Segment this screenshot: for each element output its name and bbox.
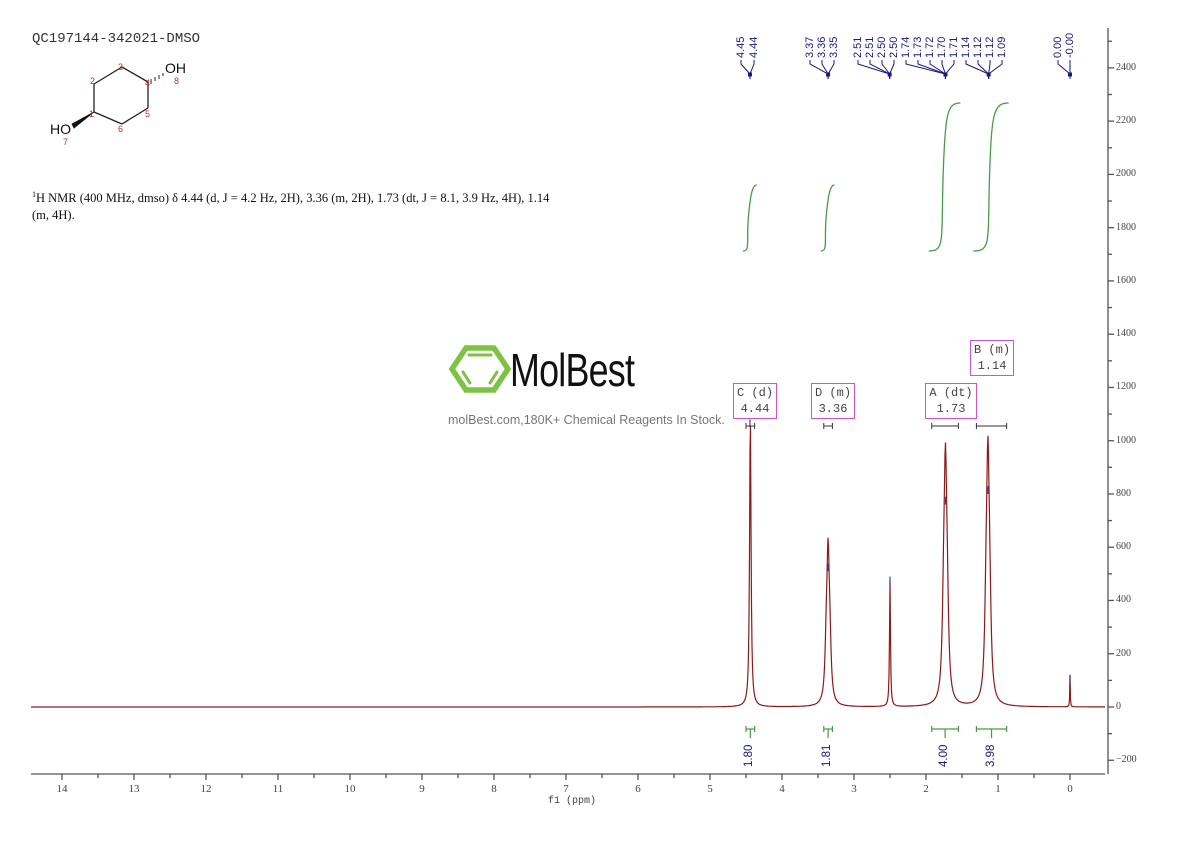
y-tick-label: 2400 — [1116, 61, 1136, 73]
peak-shift-label: 0.00 — [1052, 36, 1064, 58]
peak-shift-label: 1.70 — [936, 36, 948, 58]
x-tick-label: 5 — [707, 783, 713, 795]
y-tick-label: 2000 — [1116, 168, 1136, 180]
atom-numbers: 1 2 3 4 5 6 7 8 — [63, 62, 179, 147]
x-axis — [31, 773, 1105, 780]
spectrum-trace — [31, 426, 1105, 708]
y-tick-label: 400 — [1116, 594, 1131, 606]
peak-shift-label: 4.44 — [748, 36, 760, 58]
integral-value-label: 3.98 — [984, 744, 997, 767]
peak-shift-label: 2.51 — [852, 36, 864, 58]
oh-top-label: OH — [165, 60, 186, 76]
x-tick-label: 3 — [851, 783, 857, 795]
peak-shift-label: 2.50 — [876, 36, 888, 58]
x-tick-label: 12 — [200, 783, 212, 795]
y-tick-label: 1800 — [1116, 221, 1136, 233]
multiplet-box-b: B (m) 1.14 — [970, 340, 1014, 376]
x-tick-label: 10 — [344, 783, 356, 795]
peak-shift-label: 4.45 — [735, 36, 747, 58]
integral-value-label: 1.80 — [743, 744, 756, 767]
peak-shift-label: 1.73 — [912, 36, 924, 58]
x-tick-label: 0 — [1067, 783, 1073, 795]
watermark-tagline: molBest.com,180K+ Chemical Reagents In S… — [448, 413, 725, 427]
integral-value-label: 4.00 — [938, 744, 951, 767]
peak-shift-label: 1.12 — [984, 36, 996, 58]
multiplet-box-c: C (d) 4.44 — [733, 383, 777, 419]
sample-id-title: QC197144-342021-DMSO — [32, 31, 201, 47]
svg-text:8: 8 — [174, 76, 179, 86]
x-tick-label: 1 — [995, 783, 1001, 795]
x-tick-label: 4 — [779, 783, 785, 795]
molbest-logo-icon — [448, 345, 512, 393]
multiplet-range-brackets — [745, 423, 1008, 429]
oh-bottom-label: HO — [50, 121, 71, 137]
nmr-description: 1H NMR (400 MHz, dmso) δ 4.44 (d, J = 4.… — [32, 186, 612, 224]
peak-top-markers — [749, 419, 1071, 684]
peak-shift-label: 2.50 — [888, 36, 900, 58]
peak-shift-label: 3.35 — [828, 36, 840, 58]
peak-shift-label: 1.72 — [924, 36, 936, 58]
y-tick-label: 1400 — [1116, 328, 1136, 340]
description-line-2: (m, 4H). — [32, 208, 75, 223]
svg-text:2: 2 — [90, 76, 95, 86]
y-tick-label: −200 — [1116, 754, 1137, 766]
y-tick-label: 1000 — [1116, 434, 1136, 446]
multiplet-box-a: A (dt) 1.73 — [925, 383, 977, 419]
x-tick-label: 13 — [128, 783, 140, 795]
multiplet-box-d: D (m) 3.36 — [811, 383, 855, 419]
y-tick-label: 600 — [1116, 541, 1131, 553]
x-tick-label: 2 — [923, 783, 929, 795]
peak-shift-label: 1.09 — [996, 36, 1008, 58]
y-tick-label: 800 — [1116, 487, 1131, 499]
x-tick-label: 6 — [635, 783, 641, 795]
integral-brackets — [745, 726, 1008, 738]
integral-curves — [742, 102, 1009, 252]
peak-shift-label: 1.12 — [972, 36, 984, 58]
x-tick-label: 14 — [56, 783, 68, 795]
y-tick-label: 2200 — [1116, 115, 1136, 127]
description-line-1: H NMR (400 MHz, dmso) δ 4.44 (d, J = 4.2… — [36, 191, 550, 206]
x-axis-label: f1 (ppm) — [548, 796, 597, 807]
peak-label-tree — [740, 60, 1072, 79]
svg-text:3: 3 — [118, 62, 123, 72]
watermark-brand: MolBest — [510, 344, 635, 396]
integral-value-label: 1.81 — [821, 744, 834, 767]
peak-shift-label: 3.37 — [804, 36, 816, 58]
x-tick-label: 7 — [563, 783, 569, 795]
peak-shift-label: 1.71 — [948, 36, 960, 58]
nucleus-superscript: 1 — [32, 190, 36, 199]
peak-shift-label: 3.36 — [816, 36, 828, 58]
y-tick-label: 1600 — [1116, 274, 1136, 286]
y-tick-label: 200 — [1116, 647, 1131, 659]
y-tick-label: 0 — [1116, 701, 1121, 712]
peak-shift-label: -0.00 — [1064, 32, 1076, 58]
svg-text:6: 6 — [118, 124, 123, 134]
svg-text:1: 1 — [89, 109, 94, 119]
svg-text:4: 4 — [145, 78, 150, 88]
x-tick-label: 11 — [272, 783, 284, 795]
peak-shift-label: 1.74 — [900, 36, 912, 58]
peak-shift-label: 1.14 — [960, 36, 972, 58]
x-tick-label: 8 — [491, 783, 497, 795]
y-tick-label: 1200 — [1116, 381, 1136, 393]
svg-text:5: 5 — [145, 109, 150, 119]
y-axis — [1107, 28, 1114, 774]
x-tick-label: 9 — [419, 783, 425, 795]
molecule-structure — [71, 66, 164, 129]
peak-shift-label: 2.51 — [864, 36, 876, 58]
svg-text:7: 7 — [63, 137, 68, 147]
